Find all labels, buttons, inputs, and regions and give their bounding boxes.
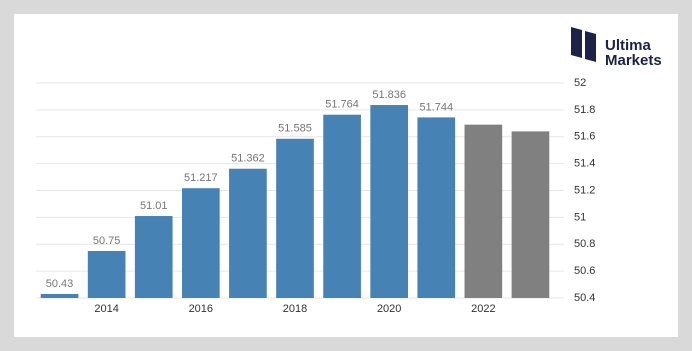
bar xyxy=(417,117,456,299)
value-label: 51.01 xyxy=(140,200,168,212)
logo-icon xyxy=(571,27,596,62)
logo-text: Ultima xyxy=(605,37,652,54)
bar xyxy=(464,124,503,298)
bar xyxy=(370,105,409,298)
x-tick-label: 2014 xyxy=(94,303,118,315)
x-tick-label: 2020 xyxy=(377,303,401,315)
y-tick-label: 50.4 xyxy=(574,292,595,304)
y-tick-label: 51 xyxy=(574,211,586,223)
bar xyxy=(134,216,173,298)
bar xyxy=(323,114,361,299)
bar xyxy=(276,138,314,298)
value-label: 51.217 xyxy=(184,172,218,184)
value-label: 51.585 xyxy=(278,123,312,135)
y-tick-label: 51.8 xyxy=(574,104,595,116)
value-label: 51.764 xyxy=(325,99,359,111)
x-tick-label: 2018 xyxy=(283,303,307,315)
y-tick-label: 52 xyxy=(574,77,586,89)
bar xyxy=(511,131,550,298)
y-tick-label: 51.6 xyxy=(574,131,595,143)
value-label: 50.75 xyxy=(93,235,121,247)
bar xyxy=(181,188,220,298)
x-tick-label: 2022 xyxy=(471,303,495,315)
value-label: 50.43 xyxy=(46,278,74,290)
value-label: 51.744 xyxy=(419,101,453,113)
value-label: 51.362 xyxy=(231,153,265,165)
y-tick-label: 51.4 xyxy=(574,158,595,170)
bar xyxy=(40,293,79,298)
value-label: 51.836 xyxy=(372,89,406,101)
x-tick-label: 2016 xyxy=(189,303,213,315)
logo-text: Markets xyxy=(605,52,662,69)
y-tick-label: 50.8 xyxy=(574,238,595,250)
y-tick-label: 51.2 xyxy=(574,184,595,196)
y-tick-label: 50.6 xyxy=(574,265,595,277)
bar xyxy=(229,168,267,298)
bar xyxy=(87,250,126,298)
